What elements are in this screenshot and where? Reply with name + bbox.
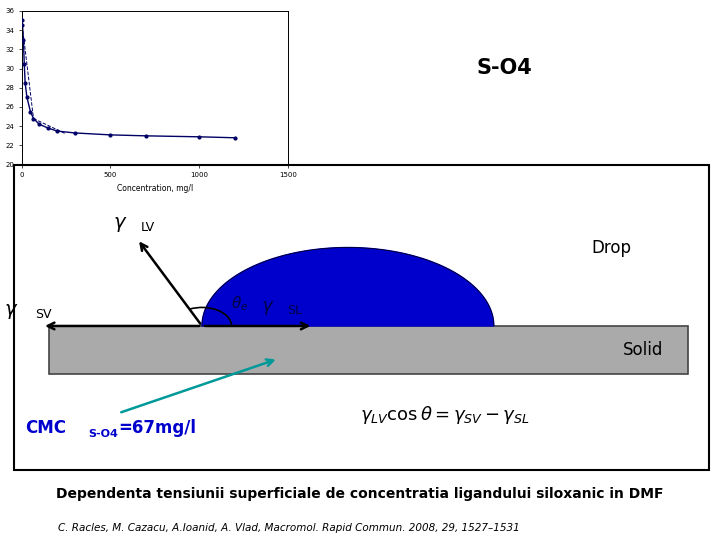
- Text: Dependenta tensiunii superficiale de concentratia ligandului siloxanic in DMF: Dependenta tensiunii superficiale de con…: [56, 487, 664, 501]
- Text: Solid: Solid: [623, 341, 663, 359]
- Text: S-O4: S-O4: [89, 429, 119, 439]
- Text: $\gamma$: $\gamma$: [261, 299, 274, 317]
- Bar: [49, 326, 688, 374]
- Text: S-O4: S-O4: [476, 57, 532, 78]
- Text: SL: SL: [287, 304, 302, 317]
- Text: CMC: CMC: [24, 420, 66, 437]
- Text: LV: LV: [141, 221, 155, 234]
- X-axis label: Concentration, mg/l: Concentration, mg/l: [117, 184, 193, 193]
- Text: C. Racles, M. Cazacu, A.Ioanid, A. Vlad, Macromol. Rapid Commun. 2008, 29, 1527–: C. Racles, M. Cazacu, A.Ioanid, A. Vlad,…: [58, 523, 519, 533]
- Text: Drop: Drop: [591, 239, 631, 256]
- Polygon shape: [202, 247, 494, 326]
- Text: $\gamma$: $\gamma$: [4, 302, 19, 321]
- Text: $\gamma_{LV}$$\cos\theta = \gamma_{SV} - \gamma_{SL}$: $\gamma_{LV}$$\cos\theta = \gamma_{SV} -…: [360, 404, 530, 426]
- Text: =67mg/l: =67mg/l: [119, 420, 197, 437]
- Text: $\gamma$: $\gamma$: [113, 215, 127, 234]
- Text: SV: SV: [35, 308, 52, 321]
- Text: $\theta_e$: $\theta_e$: [231, 294, 248, 313]
